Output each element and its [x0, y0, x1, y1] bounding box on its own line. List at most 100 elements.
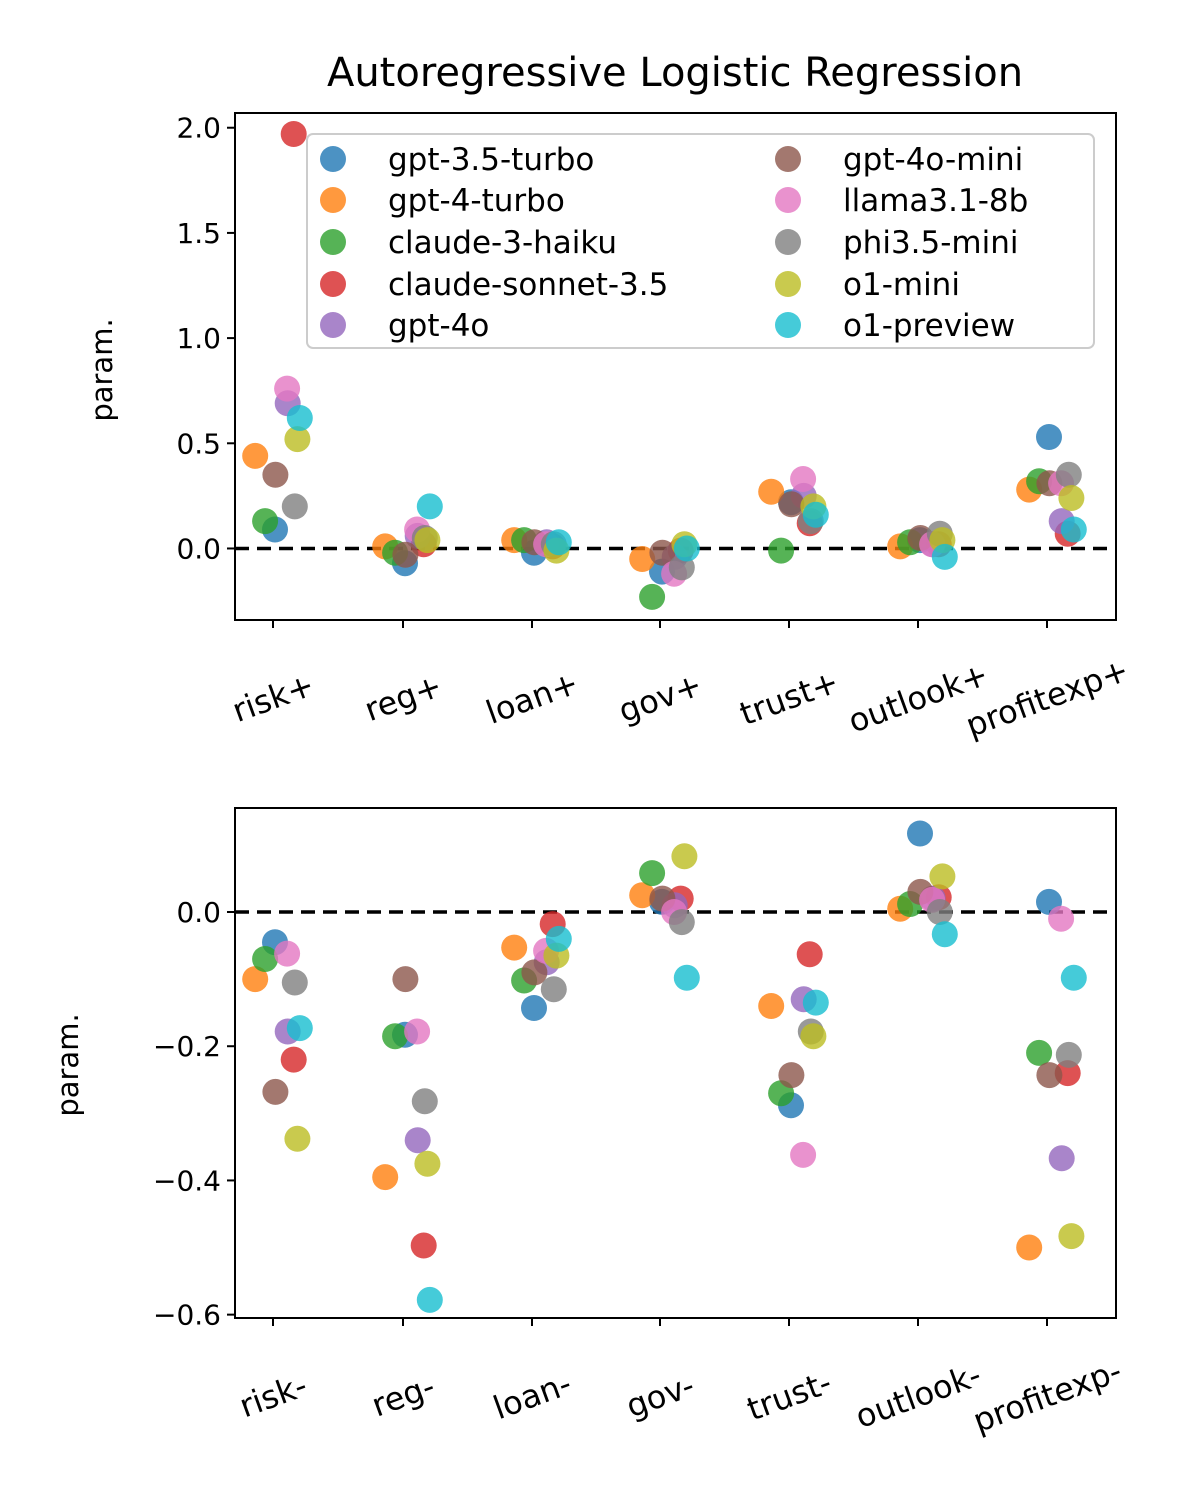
- point-gpt-4-turbo-gov: [629, 882, 656, 909]
- legend-item-phi3-5-mini: phi3.5-mini: [775, 225, 1019, 261]
- point-o1-preview-loan: [545, 529, 572, 556]
- axes-frame: [234, 112, 1117, 621]
- point-gpt-4o-mini-risk: [262, 461, 289, 488]
- point-llama3-1-8b-risk: [274, 375, 301, 402]
- point-gpt-4-turbo-risk: [242, 442, 269, 469]
- legend-marker-o1-preview: [775, 312, 801, 338]
- point-llama3-1-8b-risk: [274, 940, 301, 967]
- legend-label-claude-sonnet-3-5: claude-sonnet-3.5: [388, 267, 668, 303]
- legend-marker-llama3-1-8b: [775, 187, 801, 213]
- point-o1-preview-gov: [673, 535, 700, 562]
- legend-item-claude-3-haiku: claude-3-haiku: [320, 225, 617, 261]
- point-o1-preview-loan: [545, 925, 572, 952]
- legend-item-gpt-4o-mini: gpt-4o-mini: [775, 142, 1023, 178]
- point-claude-sonnet-3-5-trust: [796, 941, 823, 968]
- point-gpt-4-turbo-reg: [372, 1164, 399, 1191]
- axes-frame: [234, 807, 1117, 1319]
- point-o1-preview-reg: [416, 1286, 443, 1313]
- point-claude-3-haiku-risk: [252, 946, 279, 972]
- x-tick-label-reg: reg-: [367, 1367, 440, 1425]
- legend-item-gpt-4-turbo: gpt-4-turbo: [320, 183, 565, 219]
- point-o1-mini-outlook: [929, 863, 956, 890]
- legend-item-gpt-4o: gpt-4o: [320, 308, 489, 344]
- legend-item-o1-preview: o1-preview: [775, 308, 1015, 344]
- point-o1-mini-trust: [800, 1023, 827, 1050]
- legend-label-gpt-4o: gpt-4o: [388, 308, 489, 344]
- point-o1-preview-gov: [673, 964, 700, 991]
- x-tick-label-gov: gov+: [614, 665, 707, 730]
- point-gpt-4-turbo-risk: [242, 966, 269, 993]
- point-gpt-4o-mini-gov: [649, 539, 676, 566]
- y-axis-label: param.: [51, 1013, 85, 1116]
- legend-item-llama3-1-8b: llama3.1-8b: [775, 183, 1028, 219]
- point-o1-mini-risk: [284, 1125, 311, 1152]
- point-o1-preview-trust: [802, 989, 829, 1016]
- point-phi3-5-mini-risk: [281, 969, 308, 996]
- point-llama3-1-8b-trust: [790, 1141, 817, 1168]
- x-tick-label-trust: trust-: [742, 1363, 837, 1428]
- point-claude-3-haiku-profitexp: [1026, 1039, 1053, 1066]
- point-o1-mini-profitexp: [1058, 485, 1085, 511]
- point-o1-mini-profitexp: [1058, 1223, 1085, 1250]
- point-o1-mini-gov: [671, 843, 698, 870]
- point-claude-3-haiku-reg: [382, 1023, 409, 1050]
- legend-marker-o1-mini: [775, 271, 801, 297]
- point-phi3-5-mini-risk: [281, 493, 308, 520]
- legend-item-o1-mini: o1-mini: [775, 267, 960, 303]
- point-llama3-1-8b-profitexp: [1048, 905, 1075, 932]
- point-gpt-4o-mini-loan: [521, 959, 548, 986]
- x-tick-label-risk: risk-: [234, 1366, 312, 1425]
- point-gpt-4-turbo-profitexp: [1016, 1234, 1043, 1261]
- legend-label-llama3-1-8b: llama3.1-8b: [843, 183, 1028, 219]
- legend-label-o1-mini: o1-mini: [843, 267, 960, 303]
- legend-marker-gpt-4-turbo: [320, 187, 346, 213]
- point-o1-preview-profitexp: [1060, 964, 1087, 991]
- x-tick-label-profitexp: profitexp-: [968, 1351, 1127, 1440]
- bottom-panel: −0.6 −0.4 −0.2 0.0 param. risk-reg-loan-gov-t…: [51, 807, 1127, 1440]
- chart-title: Autoregressive Logistic Regression: [327, 50, 1023, 96]
- point-gpt-4o-mini-reg: [392, 966, 419, 993]
- legend-label-gpt-4o-mini: gpt-4o-mini: [843, 142, 1023, 178]
- y-tick-label: 0.0: [176, 532, 221, 565]
- y-tick-label: 1.0: [176, 322, 221, 355]
- point-o1-preview-trust: [802, 501, 829, 528]
- point-o1-preview-risk: [286, 405, 313, 431]
- legend-marker-gpt-4o-mini: [775, 146, 801, 172]
- y-tick-label: −0.4: [153, 1164, 221, 1197]
- point-claude-3-haiku-gov: [639, 860, 666, 887]
- point-o1-preview-outlook: [931, 543, 958, 570]
- point-phi3-5-mini-loan: [540, 976, 567, 1003]
- legend-label-phi3-5-mini: phi3.5-mini: [843, 225, 1019, 261]
- point-claude-sonnet-3-5-risk: [280, 1046, 307, 1073]
- point-llama3-1-8b-reg: [404, 1018, 431, 1045]
- point-phi3-5-mini-reg: [411, 1088, 438, 1115]
- y-tick-label: 0.0: [176, 896, 221, 929]
- point-gpt-4-turbo-trust: [758, 478, 785, 505]
- legend-label-gpt-4-turbo: gpt-4-turbo: [388, 183, 565, 219]
- point-gpt-3-5-turbo-loan: [521, 995, 547, 1021]
- point-o1-preview-profitexp: [1060, 516, 1087, 543]
- y-tick-label: −0.2: [153, 1030, 221, 1063]
- x-tick-label-trust: trust+: [735, 662, 844, 733]
- legend-item-claude-sonnet-3-5: claude-sonnet-3.5: [320, 267, 668, 303]
- x-tick-label-loan: loan-: [488, 1364, 576, 1427]
- point-o1-preview-reg: [416, 493, 443, 520]
- point-gpt-4o-profitexp: [1048, 1145, 1075, 1172]
- point-gpt-4o-mini-profitexp: [1036, 1062, 1063, 1089]
- x-tick-label-outlook: outlook-: [850, 1355, 986, 1435]
- legend-label-gpt-3-5-turbo: gpt-3.5-turbo: [388, 142, 594, 178]
- x-tick-label-risk: risk+: [227, 665, 319, 729]
- legend-label-claude-3-haiku: claude-3-haiku: [388, 225, 617, 261]
- point-gpt-4o-mini-reg: [392, 541, 419, 568]
- legend-label-o1-preview: o1-preview: [843, 308, 1015, 344]
- point-phi3-5-mini-profitexp: [1055, 1041, 1082, 1068]
- point-llama3-1-8b-trust: [790, 466, 817, 492]
- legend-marker-gpt-3-5-turbo: [320, 146, 346, 172]
- x-tick-label-loan: loan+: [481, 664, 583, 732]
- point-claude-sonnet-3-5-reg: [410, 1232, 437, 1259]
- legend-box: [306, 133, 1095, 349]
- legend-marker-claude-sonnet-3-5: [320, 271, 346, 297]
- point-gpt-4-turbo-loan: [501, 934, 528, 961]
- point-o1-mini-risk: [284, 426, 311, 453]
